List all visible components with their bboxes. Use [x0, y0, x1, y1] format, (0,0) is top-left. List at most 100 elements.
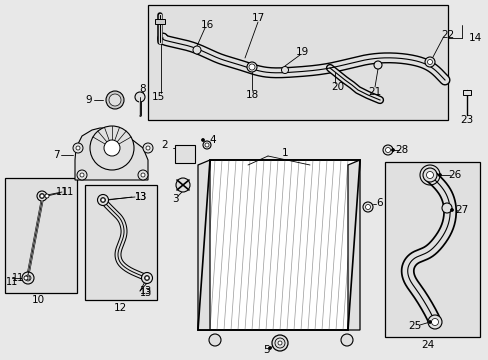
Circle shape — [193, 46, 201, 54]
Text: 22: 22 — [441, 30, 454, 40]
Text: 13: 13 — [135, 192, 147, 202]
Text: 11: 11 — [56, 187, 68, 197]
Circle shape — [268, 346, 271, 350]
Text: 17: 17 — [251, 13, 264, 23]
Bar — [155, 19, 164, 24]
Text: 18: 18 — [245, 90, 258, 100]
Text: 1: 1 — [281, 148, 288, 158]
Bar — [462, 90, 470, 95]
Circle shape — [22, 272, 34, 284]
Circle shape — [204, 143, 208, 147]
Bar — [5, 178, 77, 293]
Circle shape — [441, 203, 451, 213]
Circle shape — [427, 320, 430, 324]
Circle shape — [138, 170, 148, 180]
Circle shape — [340, 334, 352, 346]
Circle shape — [109, 94, 121, 106]
Circle shape — [391, 149, 394, 152]
Text: 11: 11 — [6, 277, 18, 287]
Circle shape — [24, 276, 28, 280]
Text: 14: 14 — [468, 33, 481, 43]
Circle shape — [101, 198, 105, 202]
Bar — [148, 5, 447, 120]
Circle shape — [45, 194, 49, 198]
Circle shape — [422, 168, 436, 182]
Circle shape — [142, 143, 153, 153]
Text: 16: 16 — [200, 20, 213, 30]
Circle shape — [449, 208, 452, 212]
Circle shape — [40, 194, 44, 198]
Text: 15: 15 — [151, 92, 164, 102]
Text: 12: 12 — [113, 303, 126, 313]
Circle shape — [106, 91, 124, 109]
Circle shape — [135, 92, 145, 102]
Circle shape — [373, 61, 381, 69]
Text: 9: 9 — [85, 95, 92, 105]
Circle shape — [246, 62, 257, 72]
Circle shape — [426, 171, 433, 179]
Bar — [175, 145, 195, 163]
Text: 27: 27 — [454, 205, 468, 215]
Text: 13: 13 — [135, 192, 147, 202]
Text: 3: 3 — [171, 194, 178, 204]
Circle shape — [281, 67, 288, 73]
Circle shape — [430, 319, 438, 325]
Text: 20: 20 — [331, 82, 344, 92]
Circle shape — [362, 202, 372, 212]
Text: 23: 23 — [459, 115, 473, 125]
Polygon shape — [75, 128, 148, 180]
Circle shape — [97, 194, 108, 206]
Circle shape — [40, 194, 44, 198]
Text: 26: 26 — [447, 170, 461, 180]
Text: 11: 11 — [12, 273, 24, 283]
Text: 13: 13 — [140, 288, 152, 298]
Circle shape — [146, 146, 150, 150]
Circle shape — [208, 334, 221, 346]
Circle shape — [278, 341, 282, 345]
Circle shape — [201, 139, 204, 141]
Circle shape — [90, 126, 134, 170]
Circle shape — [101, 198, 105, 202]
Circle shape — [76, 146, 80, 150]
Text: 6: 6 — [376, 198, 383, 208]
Text: 4: 4 — [209, 135, 216, 145]
Text: 8: 8 — [140, 84, 146, 94]
Circle shape — [37, 191, 47, 201]
Circle shape — [73, 143, 83, 153]
Polygon shape — [347, 160, 359, 330]
Circle shape — [141, 173, 145, 177]
Text: 11: 11 — [62, 187, 74, 197]
Circle shape — [80, 173, 84, 177]
Circle shape — [427, 59, 431, 64]
Text: 28: 28 — [395, 145, 408, 155]
Circle shape — [25, 275, 31, 281]
Text: 10: 10 — [31, 295, 44, 305]
Bar — [85, 185, 157, 300]
Circle shape — [424, 57, 434, 67]
Circle shape — [203, 141, 210, 149]
Text: 21: 21 — [367, 87, 381, 97]
Circle shape — [382, 145, 392, 155]
Bar — [384, 162, 479, 337]
Text: 5: 5 — [263, 345, 270, 355]
Circle shape — [274, 338, 285, 348]
Circle shape — [176, 178, 190, 192]
Circle shape — [141, 273, 152, 284]
Circle shape — [145, 276, 149, 280]
Text: 24: 24 — [421, 340, 434, 350]
Text: 13: 13 — [140, 286, 152, 296]
Text: 7: 7 — [53, 150, 59, 160]
Text: 2: 2 — [162, 140, 168, 150]
Circle shape — [438, 174, 441, 176]
Circle shape — [144, 275, 149, 280]
Circle shape — [365, 204, 370, 210]
Circle shape — [248, 64, 254, 70]
Circle shape — [427, 315, 441, 329]
Polygon shape — [198, 160, 209, 330]
Text: 25: 25 — [407, 321, 421, 331]
Polygon shape — [198, 160, 359, 330]
Circle shape — [104, 140, 120, 156]
Circle shape — [385, 148, 390, 153]
Circle shape — [271, 335, 287, 351]
Circle shape — [26, 276, 30, 280]
